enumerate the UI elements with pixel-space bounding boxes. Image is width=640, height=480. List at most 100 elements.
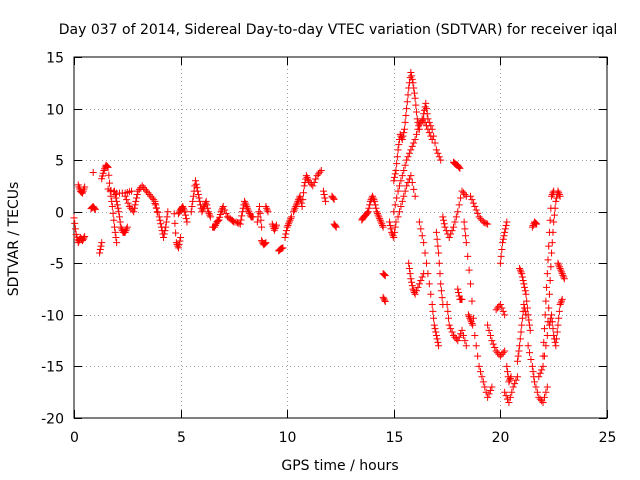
data-point xyxy=(528,362,536,370)
data-point xyxy=(497,252,505,260)
data-point xyxy=(393,160,401,168)
data-point xyxy=(432,228,440,236)
data-point xyxy=(103,163,111,171)
data-point xyxy=(405,264,413,272)
data-point xyxy=(526,326,534,334)
data-point xyxy=(253,218,261,226)
data-point xyxy=(482,388,490,396)
data-point xyxy=(408,142,416,150)
data-point xyxy=(123,196,131,204)
data-point xyxy=(559,271,567,279)
y-tick-label: -20 xyxy=(41,412,64,428)
data-point xyxy=(474,209,482,217)
data-point xyxy=(452,213,460,221)
x-tick-label: 25 xyxy=(599,430,617,446)
data-point xyxy=(430,321,438,329)
data-point xyxy=(449,331,457,339)
data-point xyxy=(162,223,170,231)
data-point xyxy=(381,271,389,279)
data-point xyxy=(436,270,444,278)
data-point xyxy=(205,209,213,217)
data-point xyxy=(405,149,413,157)
data-point xyxy=(195,194,203,202)
data-point xyxy=(71,219,79,227)
data-point xyxy=(496,352,504,360)
data-point xyxy=(329,194,337,202)
data-point xyxy=(517,268,525,276)
data-point xyxy=(454,289,462,297)
data-point xyxy=(243,204,251,212)
data-point xyxy=(405,175,413,183)
data-point xyxy=(421,103,429,111)
data-point xyxy=(540,338,548,346)
data-point xyxy=(469,321,477,329)
data-point xyxy=(400,129,408,137)
data-point xyxy=(455,163,463,171)
data-point xyxy=(420,239,428,247)
data-point xyxy=(552,197,560,205)
data-point xyxy=(408,75,416,83)
data-point xyxy=(461,225,469,233)
data-point xyxy=(316,168,324,176)
data-point xyxy=(466,314,474,322)
data-point xyxy=(322,197,330,205)
data-point xyxy=(413,130,421,138)
data-point xyxy=(368,192,376,200)
data-point xyxy=(545,228,553,236)
data-point xyxy=(531,378,539,386)
data-point xyxy=(393,153,401,161)
data-point xyxy=(556,192,564,200)
data-point xyxy=(513,373,521,381)
data-point xyxy=(560,273,568,281)
data-point xyxy=(395,208,403,216)
data-point xyxy=(556,301,564,309)
data-point xyxy=(202,197,210,205)
data-point xyxy=(292,201,300,209)
data-point xyxy=(398,197,406,205)
data-point xyxy=(214,217,222,225)
chart-title: Day 037 of 2014, Sidereal Day-to-day VTE… xyxy=(59,22,617,38)
data-point xyxy=(524,311,532,319)
data-point xyxy=(81,232,89,240)
data-point xyxy=(104,185,112,193)
data-point xyxy=(174,244,182,252)
data-point xyxy=(533,388,541,396)
data-point xyxy=(448,328,456,336)
data-point xyxy=(162,218,170,226)
data-point xyxy=(454,337,462,345)
data-point xyxy=(418,117,426,125)
y-tick-labels: -20 -15 -10 -5 0 5 10 15 xyxy=(41,51,64,428)
data-point xyxy=(445,314,453,322)
data-point xyxy=(374,211,382,219)
data-point xyxy=(108,203,116,211)
data-point xyxy=(255,208,263,216)
data-point xyxy=(198,208,206,216)
data-point xyxy=(409,285,417,293)
data-point xyxy=(152,201,160,209)
data-point xyxy=(284,221,292,229)
data-point xyxy=(471,203,479,211)
data-point xyxy=(430,314,438,322)
data-point xyxy=(297,199,305,207)
data-point xyxy=(407,172,415,180)
data-point xyxy=(458,187,466,195)
data-point xyxy=(482,219,490,227)
data-point xyxy=(495,302,503,310)
data-point xyxy=(151,199,159,207)
data-point xyxy=(465,266,473,274)
data-point xyxy=(372,204,380,212)
data-point xyxy=(554,259,562,267)
data-point xyxy=(121,228,129,236)
data-point xyxy=(467,192,475,200)
data-point xyxy=(157,220,165,228)
data-point xyxy=(400,125,408,133)
data-point xyxy=(492,347,500,355)
data-point xyxy=(81,183,89,191)
data-point xyxy=(319,187,327,195)
data-point xyxy=(182,211,190,219)
data-point xyxy=(395,141,403,149)
data-point xyxy=(484,393,492,401)
data-point xyxy=(491,344,499,352)
data-point xyxy=(332,222,340,230)
data-point xyxy=(543,283,551,291)
